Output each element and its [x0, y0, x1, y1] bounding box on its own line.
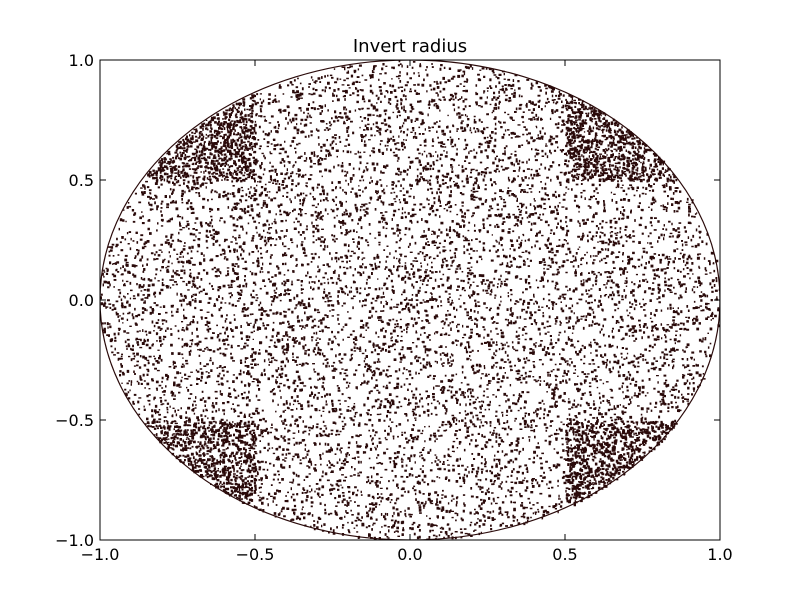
- tick-labels: −1.0 −0.5 0.0 0.5 1.0 −1.0 −0.5 0.0 0.5 1.0: [55, 51, 733, 564]
- x-tick-label: 1.0: [707, 545, 732, 564]
- y-tick-label: −0.5: [55, 411, 94, 430]
- scatter-points: [100, 60, 720, 540]
- chart-title: Invert radius: [353, 36, 467, 57]
- y-tick-label: 1.0: [69, 51, 94, 70]
- y-tick-label: −1.0: [55, 531, 94, 550]
- y-tick-label: 0.0: [69, 291, 94, 310]
- x-tick-label: 0.0: [397, 545, 422, 564]
- x-tick-label: −1.0: [81, 545, 120, 564]
- x-tick-label: 0.5: [552, 545, 577, 564]
- ticks: [99, 59, 721, 541]
- y-tick-label: 0.5: [69, 171, 94, 190]
- x-tick-label: −0.5: [236, 545, 275, 564]
